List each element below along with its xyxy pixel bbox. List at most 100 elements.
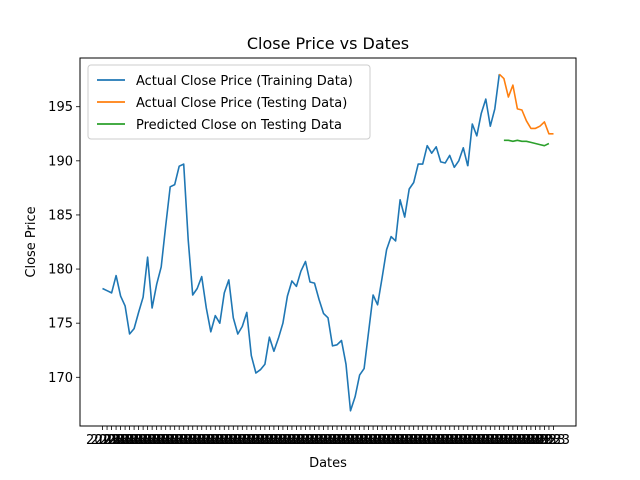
plot-lines (102, 73, 554, 412)
x-axis-title: Dates (309, 456, 347, 471)
x-tick-label: 2023 (496, 433, 529, 448)
x-tick-label: 2023 (235, 433, 268, 448)
x-tick-label: 2023 (271, 433, 304, 448)
series-line-3 (503, 139, 550, 147)
x-tick-label: 2023 (442, 433, 475, 448)
x-tick-label: 2023 (348, 433, 381, 448)
x-tick-label: 2023 (266, 433, 299, 448)
x-tick-label: 2023 (429, 433, 462, 448)
x-tick-label: 2023 (122, 433, 155, 448)
x-tick-label: 2023 (501, 433, 534, 448)
x-tick-label: 2023 (109, 433, 142, 448)
x-tick-label: 2023 (190, 433, 223, 448)
x-tick-label: 2023 (289, 433, 322, 448)
chart-title: Close Price vs Dates (247, 34, 409, 53)
x-tick-label: 2023 (406, 433, 439, 448)
x-tick-label: 2023 (181, 433, 214, 448)
x-tick-label: 2023 (329, 433, 362, 448)
x-tick-label: 2023 (456, 433, 489, 448)
x-tick-label: 2023 (375, 433, 408, 448)
x-tick-label: 2023 (528, 433, 561, 448)
x-tick-label: 2023 (492, 433, 525, 448)
x-tick-label: 2023 (208, 433, 241, 448)
y-tick-label: 185 (48, 208, 73, 223)
x-tick-label: 2023 (388, 433, 421, 448)
x-tick-label: 2023 (172, 433, 205, 448)
x-tick-label: 2023 (302, 433, 335, 448)
legend-label: Predicted Close on Testing Data (136, 118, 342, 133)
x-tick-label: 2023 (474, 433, 507, 448)
x-tick-label: 2023 (145, 433, 178, 448)
x-tick-label: 2023 (415, 433, 448, 448)
x-tick-label: 2023 (194, 433, 227, 448)
x-axis: 2023202320232023202320232023202320232023… (86, 426, 570, 448)
x-tick-label: 2023 (176, 433, 209, 448)
x-tick-label: 2023 (284, 433, 317, 448)
x-tick-label: 2023 (478, 433, 511, 448)
x-tick-label: 2023 (221, 433, 254, 448)
x-tick-label: 2023 (257, 433, 290, 448)
legend-label: Actual Close Price (Testing Data) (136, 96, 347, 111)
x-tick-label: 2023 (465, 433, 498, 448)
x-tick-label: 2023 (451, 433, 484, 448)
x-tick-label: 2023 (158, 433, 191, 448)
legend-label: Actual Close Price (Training Data) (136, 74, 353, 89)
x-tick-label: 2023 (91, 433, 124, 448)
x-tick-label: 2023 (131, 433, 164, 448)
x-tick-label: 2023 (325, 433, 358, 448)
x-tick-label: 2023 (514, 433, 547, 448)
x-tick-label: 2023 (244, 433, 277, 448)
x-tick-label: 2023 (307, 433, 340, 448)
x-tick-label: 2023 (320, 433, 353, 448)
y-axis: 170 175 180 185 190 195 (48, 100, 80, 386)
series-line-1 (467, 74, 501, 167)
x-tick-label: 2023 (86, 433, 119, 448)
x-tick-label: 2023 (298, 433, 331, 448)
x-tick-label: 2023 (460, 433, 493, 448)
x-tick-label: 2023 (118, 433, 151, 448)
x-tick-label: 2023 (357, 433, 390, 448)
x-tick-label: 2023 (402, 433, 435, 448)
x-tick-label: 2023 (136, 433, 169, 448)
y-tick-label: 175 (48, 317, 73, 332)
x-tick-label: 2023 (239, 433, 272, 448)
x-tick-label: 2023 (230, 433, 263, 448)
x-tick-label: 2023 (262, 433, 295, 448)
x-tick-label: 2023 (411, 433, 444, 448)
x-tick-label: 2023 (185, 433, 218, 448)
x-tick-label: 2023 (483, 433, 516, 448)
x-tick-label: 2023 (379, 433, 412, 448)
x-tick-label: 2023 (316, 433, 349, 448)
legend-box (87, 64, 371, 140)
x-tick-label: 2023 (293, 433, 326, 448)
x-tick-label: 2023 (248, 433, 281, 448)
x-tick-label: 2023 (397, 433, 430, 448)
series-line-2 (498, 73, 554, 135)
x-tick-label: 2023 (100, 433, 133, 448)
x-tick-label: 2023 (203, 433, 236, 448)
x-tick-label: 2023 (226, 433, 259, 448)
x-tick-label: 2023 (334, 433, 367, 448)
x-tick-label: 2023 (113, 433, 146, 448)
legend: Actual Close Price (Training Data) Actual… (87, 64, 371, 140)
y-axis-title: Close Price (24, 206, 39, 277)
x-tick-label: 2023 (352, 433, 385, 448)
x-tick-label: 2023 (510, 433, 543, 448)
x-tick-label: 2023 (447, 433, 480, 448)
x-tick-label: 2023 (311, 433, 344, 448)
x-tick-label: 2023 (532, 433, 565, 448)
x-tick-label: 2023 (199, 433, 232, 448)
x-tick-label: 2023 (212, 433, 245, 448)
x-tick-label: 2023 (275, 433, 308, 448)
x-tick-label: 2023 (366, 433, 399, 448)
y-tick-label: 195 (48, 100, 73, 115)
x-tick-label: 2023 (537, 433, 570, 448)
x-tick-label: 2023 (487, 433, 520, 448)
x-tick-label: 2023 (424, 433, 457, 448)
x-tick-label: 2023 (420, 433, 453, 448)
y-tick-label: 180 (48, 263, 73, 278)
x-tick-label: 2023 (384, 433, 417, 448)
x-tick-label: 2023 (253, 433, 286, 448)
y-tick-label: 170 (48, 371, 73, 386)
